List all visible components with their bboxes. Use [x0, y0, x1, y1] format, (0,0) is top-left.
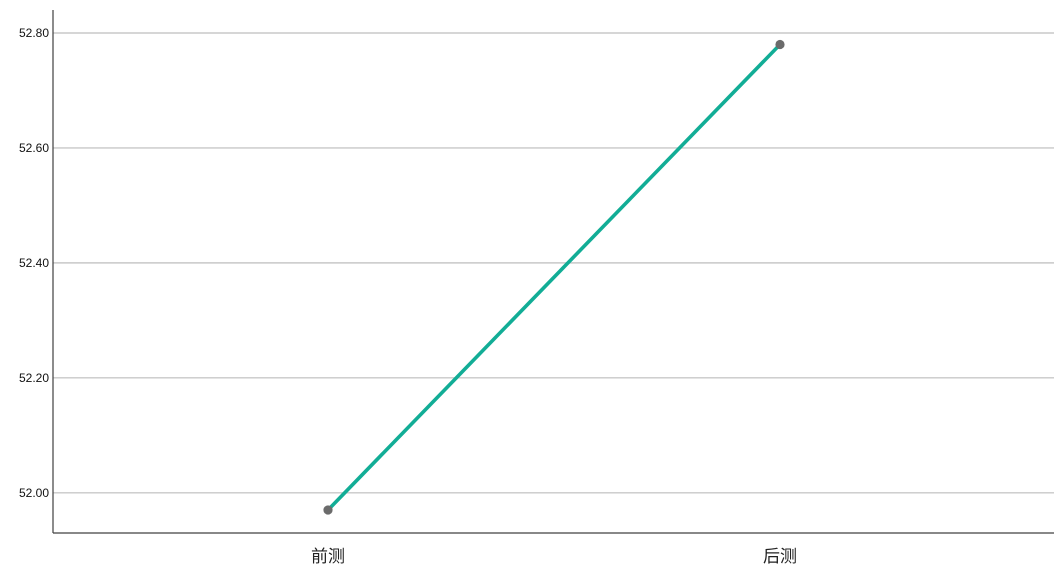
- x-tick-label: 前测: [311, 547, 345, 567]
- y-tick-label: 52.80: [19, 26, 49, 40]
- x-tick-label: 后测: [763, 547, 797, 567]
- grid-layer: [53, 32, 1054, 494]
- axis-layer: [52, 10, 1054, 534]
- y-tick-label: 52.00: [19, 486, 49, 500]
- data-point: [323, 505, 333, 515]
- data-point: [775, 39, 785, 50]
- y-tick-label: 52.20: [19, 371, 49, 385]
- series-layer: [323, 39, 785, 515]
- y-tick-label: 52.60: [19, 141, 49, 155]
- series-line: [326, 42, 782, 512]
- y-tick-label: 52.40: [19, 256, 49, 270]
- label-layer: 52.00 52.20 52.40 52.60 52.80 前测 后测: [19, 26, 797, 567]
